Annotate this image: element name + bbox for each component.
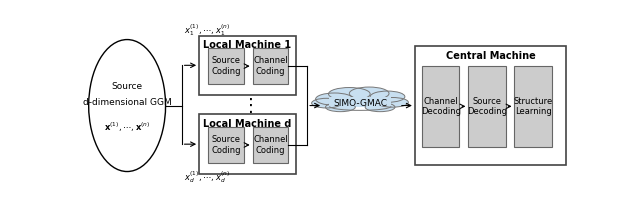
Text: Central Machine: Central Machine [445,51,535,61]
Text: Source
Decoding: Source Decoding [467,97,507,116]
Bar [208,127,244,163]
Ellipse shape [376,97,408,107]
Bar [253,127,288,163]
Text: Source: Source [111,82,143,91]
Bar [415,46,566,165]
Ellipse shape [349,87,389,100]
Text: Channel
Coding: Channel Coding [253,135,288,155]
Text: $x_d^{(1)},\cdots,x_d^{(n)}$: $x_d^{(1)},\cdots,x_d^{(n)}$ [184,169,230,185]
Ellipse shape [370,91,405,102]
Ellipse shape [365,103,395,112]
Text: $\mathbf{x}^{(1)},\cdots,\mathbf{x}^{(n)}$: $\mathbf{x}^{(1)},\cdots,\mathbf{x}^{(n)… [104,121,150,134]
Bar [199,36,296,95]
Bar [328,97,392,107]
Text: Channel
Coding: Channel Coding [253,56,288,76]
Ellipse shape [312,98,341,108]
Text: Source
Coding: Source Coding [211,135,241,155]
Text: Local Machine 1: Local Machine 1 [204,40,291,50]
Bar [253,48,288,84]
Bar [208,48,244,84]
Text: Structure
Learning: Structure Learning [513,97,553,116]
Bar [330,97,391,106]
Text: Local Machine d: Local Machine d [204,119,292,129]
Text: $x_1^{(1)},\cdots,x_1^{(n)}$: $x_1^{(1)},\cdots,x_1^{(n)}$ [184,23,230,38]
Bar [468,66,506,147]
Text: SIMO-GMAC: SIMO-GMAC [333,99,387,108]
Ellipse shape [326,103,355,112]
Ellipse shape [89,40,166,172]
Bar [199,114,296,174]
Bar [422,66,460,147]
Text: $\vdots$: $\vdots$ [241,96,253,115]
Ellipse shape [328,88,370,100]
Text: Source
Coding: Source Coding [211,56,241,76]
Bar [515,66,552,147]
Ellipse shape [316,93,353,105]
Text: Channel
Decoding: Channel Decoding [421,97,461,116]
Text: d-dimensional GGM: d-dimensional GGM [83,98,172,107]
